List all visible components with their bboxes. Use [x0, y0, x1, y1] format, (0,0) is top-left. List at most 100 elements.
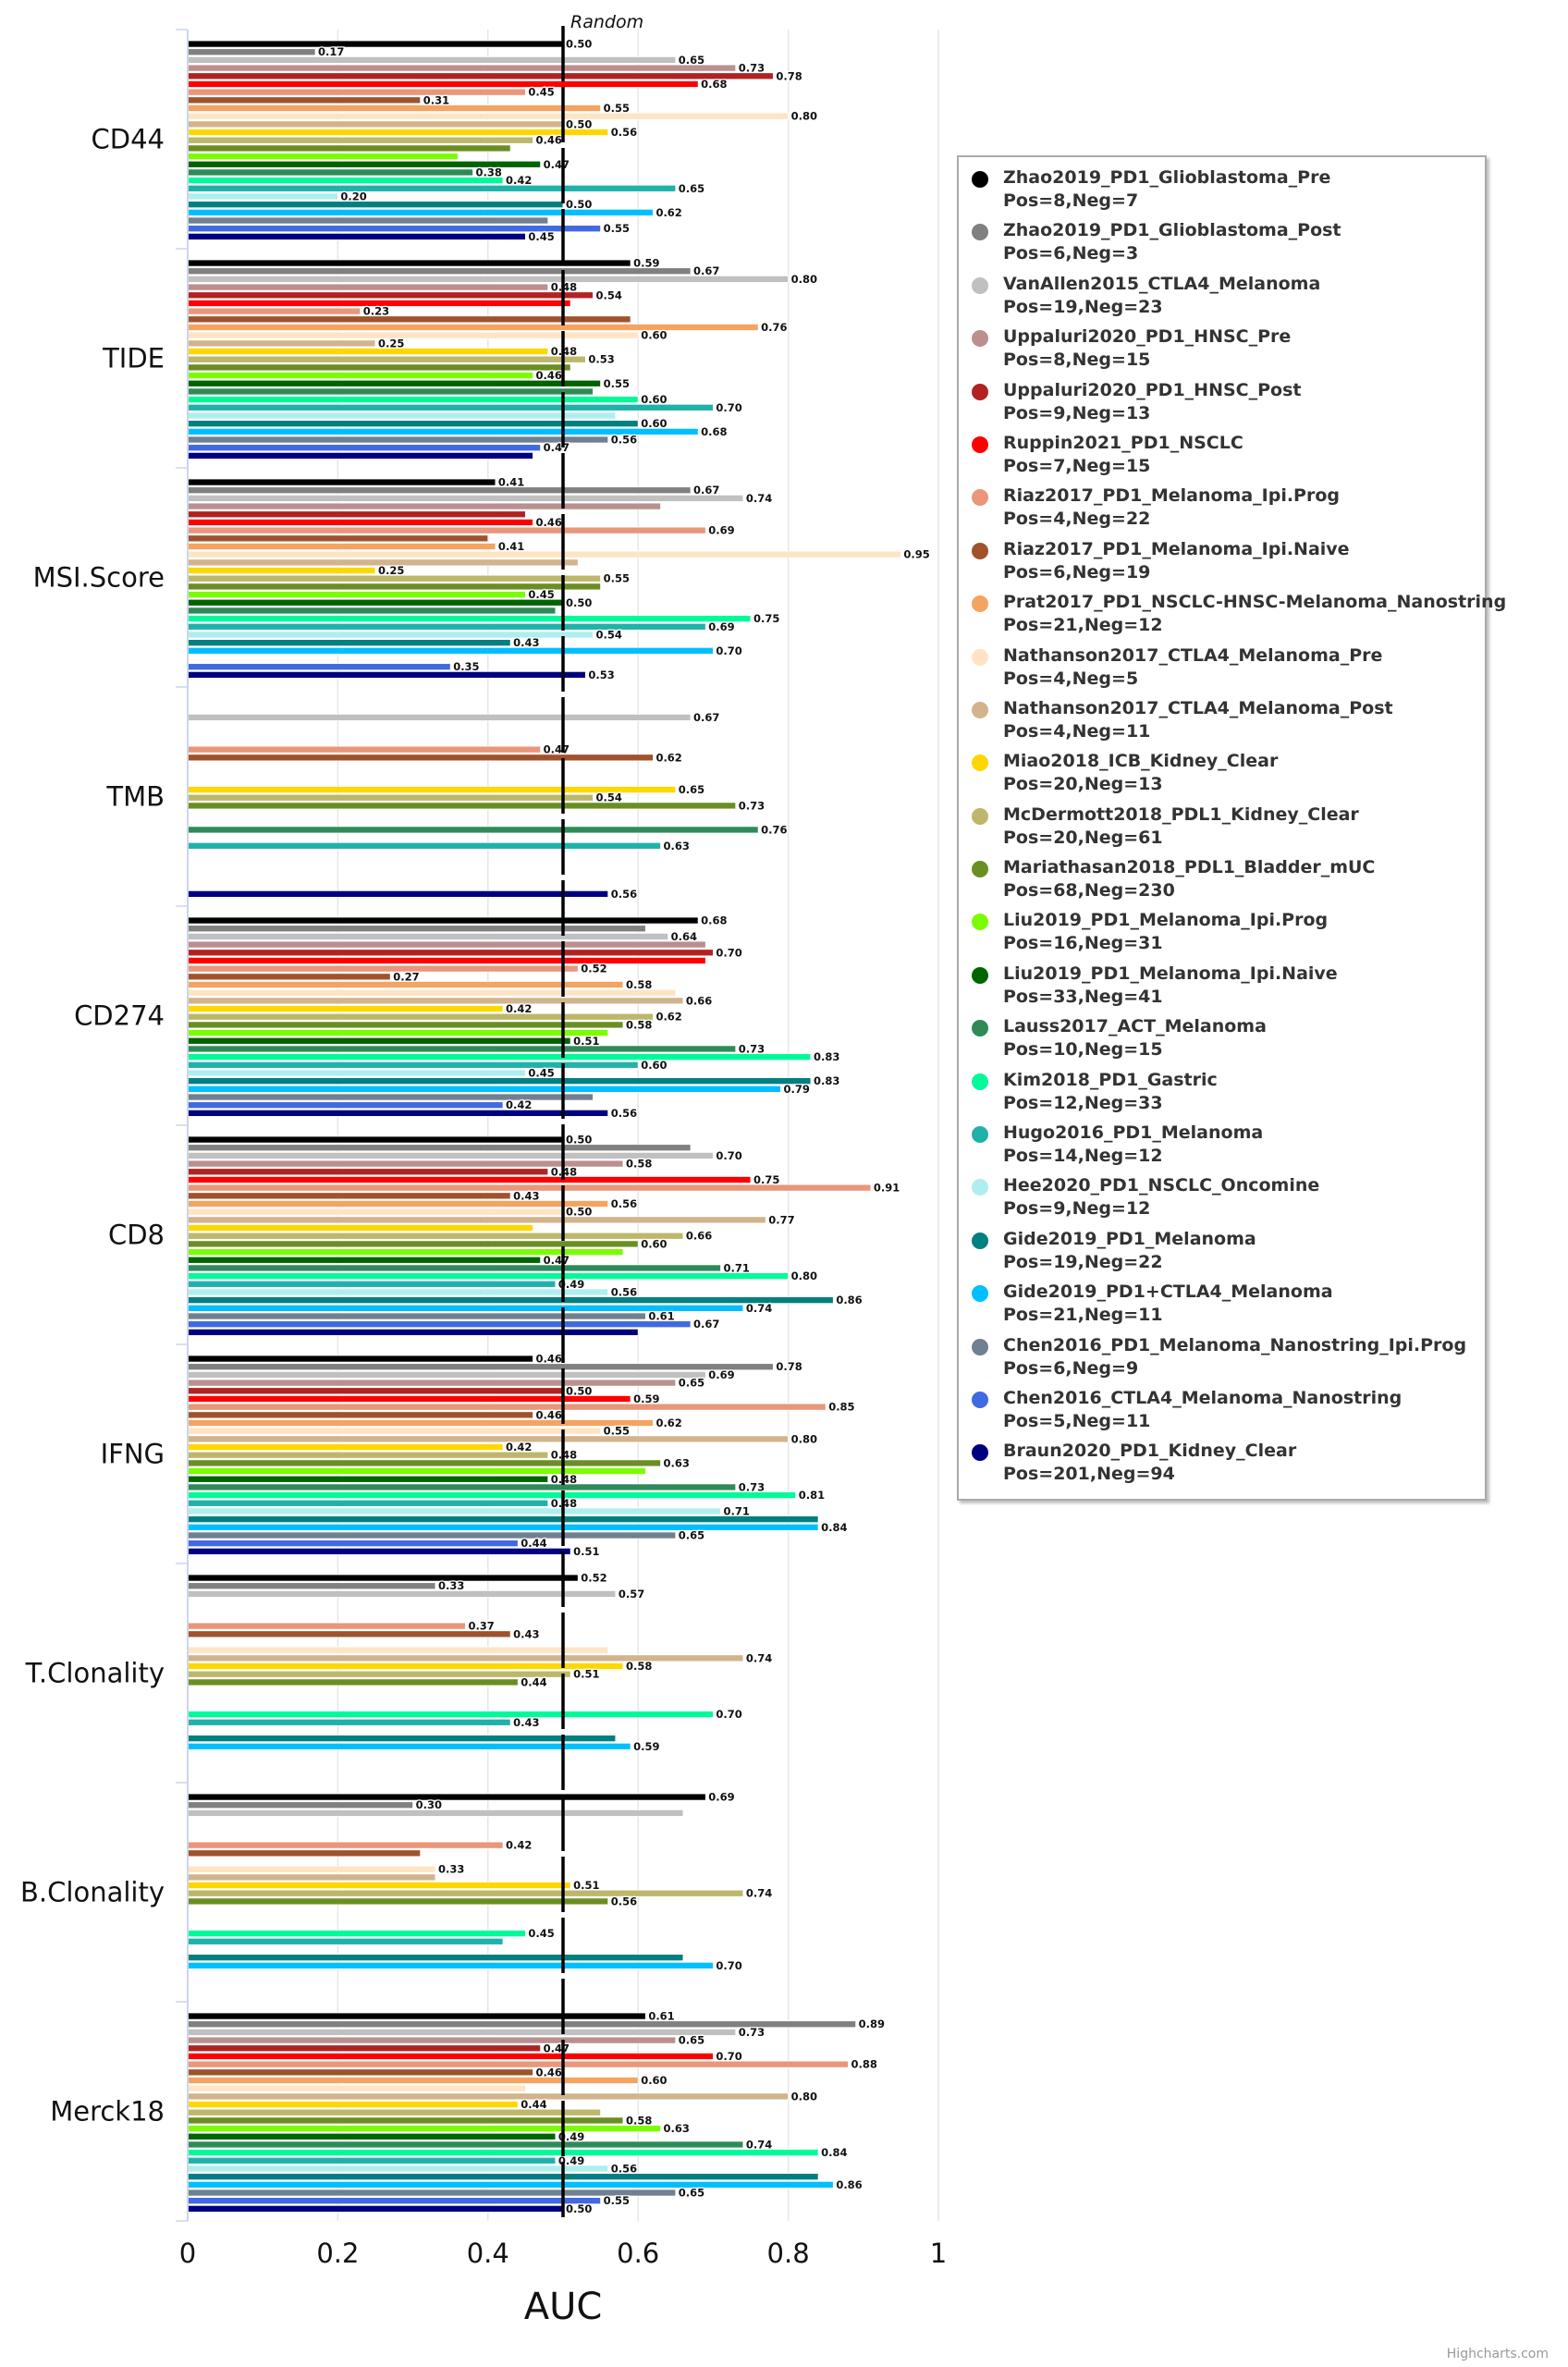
- legend-item[interactable]: Miao2018_ICB_Kidney_Clear Pos=20,Neg=13: [959, 750, 1485, 803]
- bar[interactable]: [187, 793, 594, 802]
- bar[interactable]: [187, 1176, 752, 1184]
- bar[interactable]: [187, 1320, 692, 1329]
- legend-item[interactable]: Braun2020_PD1_Kidney_Clear Pos=201,Neg=94: [959, 1440, 1485, 1492]
- bar[interactable]: [187, 1312, 646, 1320]
- bar[interactable]: [187, 1882, 571, 1889]
- bar[interactable]: [187, 2036, 677, 2044]
- bar[interactable]: [187, 2156, 557, 2165]
- legend-item[interactable]: Nathanson2017_CTLA4_Melanoma_Post Pos=4,N…: [959, 697, 1485, 750]
- bar[interactable]: [187, 1459, 661, 1467]
- bar[interactable]: [187, 1109, 609, 1117]
- bar[interactable]: [187, 1012, 654, 1021]
- bar[interactable]: [187, 1045, 737, 1053]
- bar[interactable]: [187, 104, 602, 112]
- bar[interactable]: [187, 2197, 602, 2205]
- bar[interactable]: [187, 372, 533, 380]
- bar[interactable]: [187, 1718, 511, 1726]
- bar[interactable]: [187, 2140, 744, 2149]
- bar[interactable]: [187, 168, 473, 177]
- bar[interactable]: [187, 55, 677, 64]
- bar[interactable]: [187, 451, 533, 460]
- legend-item[interactable]: McDermott2018_PDL1_Kidney_Clear Pos=20,Ne…: [959, 803, 1485, 856]
- bar[interactable]: [187, 153, 459, 161]
- bar[interactable]: [187, 1216, 766, 1224]
- bar[interactable]: [187, 1264, 721, 1272]
- bar[interactable]: [187, 2116, 624, 2125]
- bar[interactable]: [187, 396, 639, 404]
- bar[interactable]: [187, 1443, 504, 1451]
- legend-item[interactable]: Liu2019_PD1_Melanoma_Ipi.Prog Pos=16,Neg=…: [959, 909, 1485, 962]
- bar[interactable]: [187, 1005, 504, 1012]
- bar[interactable]: [187, 1379, 677, 1387]
- bar[interactable]: [187, 1200, 609, 1208]
- bar[interactable]: [187, 1053, 812, 1061]
- bar[interactable]: [187, 916, 699, 925]
- bar[interactable]: [187, 2052, 714, 2060]
- bar[interactable]: [187, 267, 692, 276]
- legend-item[interactable]: Uppaluri2020_PD1_HNSC_Post Pos=9,Neg=13: [959, 379, 1485, 432]
- bar[interactable]: [187, 1897, 609, 1906]
- bar[interactable]: [187, 2165, 609, 2173]
- bar[interactable]: [187, 1531, 677, 1539]
- bar[interactable]: [187, 754, 654, 762]
- bar[interactable]: [187, 973, 391, 981]
- bar[interactable]: [187, 1069, 526, 1077]
- bar[interactable]: [187, 363, 571, 372]
- legend-item[interactable]: Chen2016_PD1_Melanoma_Nanostring_Ipi.Pro…: [959, 1334, 1485, 1387]
- legend-item[interactable]: Lauss2017_ACT_Melanoma Pos=10,Neg=15: [959, 1015, 1485, 1068]
- bar[interactable]: [187, 2092, 789, 2101]
- bar[interactable]: [187, 1523, 819, 1531]
- bar[interactable]: [187, 925, 646, 933]
- bar[interactable]: [187, 2077, 639, 2084]
- bar[interactable]: [187, 48, 316, 56]
- bar[interactable]: [187, 1029, 609, 1037]
- bar[interactable]: [187, 949, 714, 957]
- legend-item[interactable]: Zhao2019_PD1_Glioblastoma_Post Pos=6,Neg=…: [959, 219, 1485, 272]
- bar[interactable]: [187, 192, 338, 201]
- bar[interactable]: [187, 2101, 519, 2108]
- bar[interactable]: [187, 1654, 744, 1662]
- legend-item[interactable]: Hugo2016_PD1_Melanoma Pos=14,Neg=12: [959, 1122, 1485, 1174]
- bar[interactable]: [187, 1093, 594, 1101]
- bar[interactable]: [187, 1547, 571, 1555]
- bar[interactable]: [187, 1328, 639, 1336]
- bar[interactable]: [187, 1144, 692, 1152]
- bar[interactable]: [187, 120, 564, 129]
- bar[interactable]: [187, 889, 609, 898]
- bar[interactable]: [187, 940, 706, 949]
- bar[interactable]: [187, 526, 706, 534]
- bar[interactable]: [187, 1539, 519, 1548]
- bar[interactable]: [187, 1849, 422, 1858]
- bar[interactable]: [187, 646, 714, 655]
- bar[interactable]: [187, 510, 526, 519]
- legend-item[interactable]: Gide2019_PD1_Melanoma Pos=19,Neg=22: [959, 1228, 1485, 1281]
- bar[interactable]: [187, 1061, 639, 1069]
- bar[interactable]: [187, 144, 511, 153]
- bar[interactable]: [187, 615, 752, 623]
- bar[interactable]: [187, 177, 504, 185]
- bar[interactable]: [187, 550, 901, 558]
- bar[interactable]: [187, 494, 744, 502]
- bar[interactable]: [187, 1411, 533, 1419]
- legend-item[interactable]: Prat2017_PD1_NSCLC-HNSC-Melanoma_Nanostr…: [959, 591, 1506, 644]
- bar[interactable]: [187, 1280, 557, 1288]
- legend-item[interactable]: Chen2016_CTLA4_Melanoma_Nanostring Pos=5,…: [959, 1387, 1485, 1440]
- bar[interactable]: [187, 1678, 519, 1686]
- bar[interactable]: [187, 1256, 542, 1264]
- bar[interactable]: [187, 478, 496, 486]
- bar[interactable]: [187, 1192, 511, 1200]
- bar[interactable]: [187, 1370, 706, 1379]
- bar[interactable]: [187, 283, 549, 291]
- bar[interactable]: [187, 2068, 533, 2077]
- bar[interactable]: [187, 2044, 542, 2053]
- bar[interactable]: [187, 1419, 654, 1427]
- bar[interactable]: [187, 519, 533, 526]
- legend-item[interactable]: Mariathasan2018_PDL1_Bladder_mUC Pos=68,N…: [959, 856, 1485, 909]
- bar[interactable]: [187, 1387, 564, 1395]
- bar[interactable]: [187, 1077, 812, 1085]
- bar[interactable]: [187, 307, 361, 315]
- legend-item[interactable]: Uppaluri2020_PD1_HNSC_Pre Pos=8,Neg=15: [959, 325, 1485, 378]
- bar[interactable]: [187, 1021, 624, 1029]
- bar[interactable]: [187, 1499, 549, 1507]
- bar[interactable]: [187, 232, 526, 240]
